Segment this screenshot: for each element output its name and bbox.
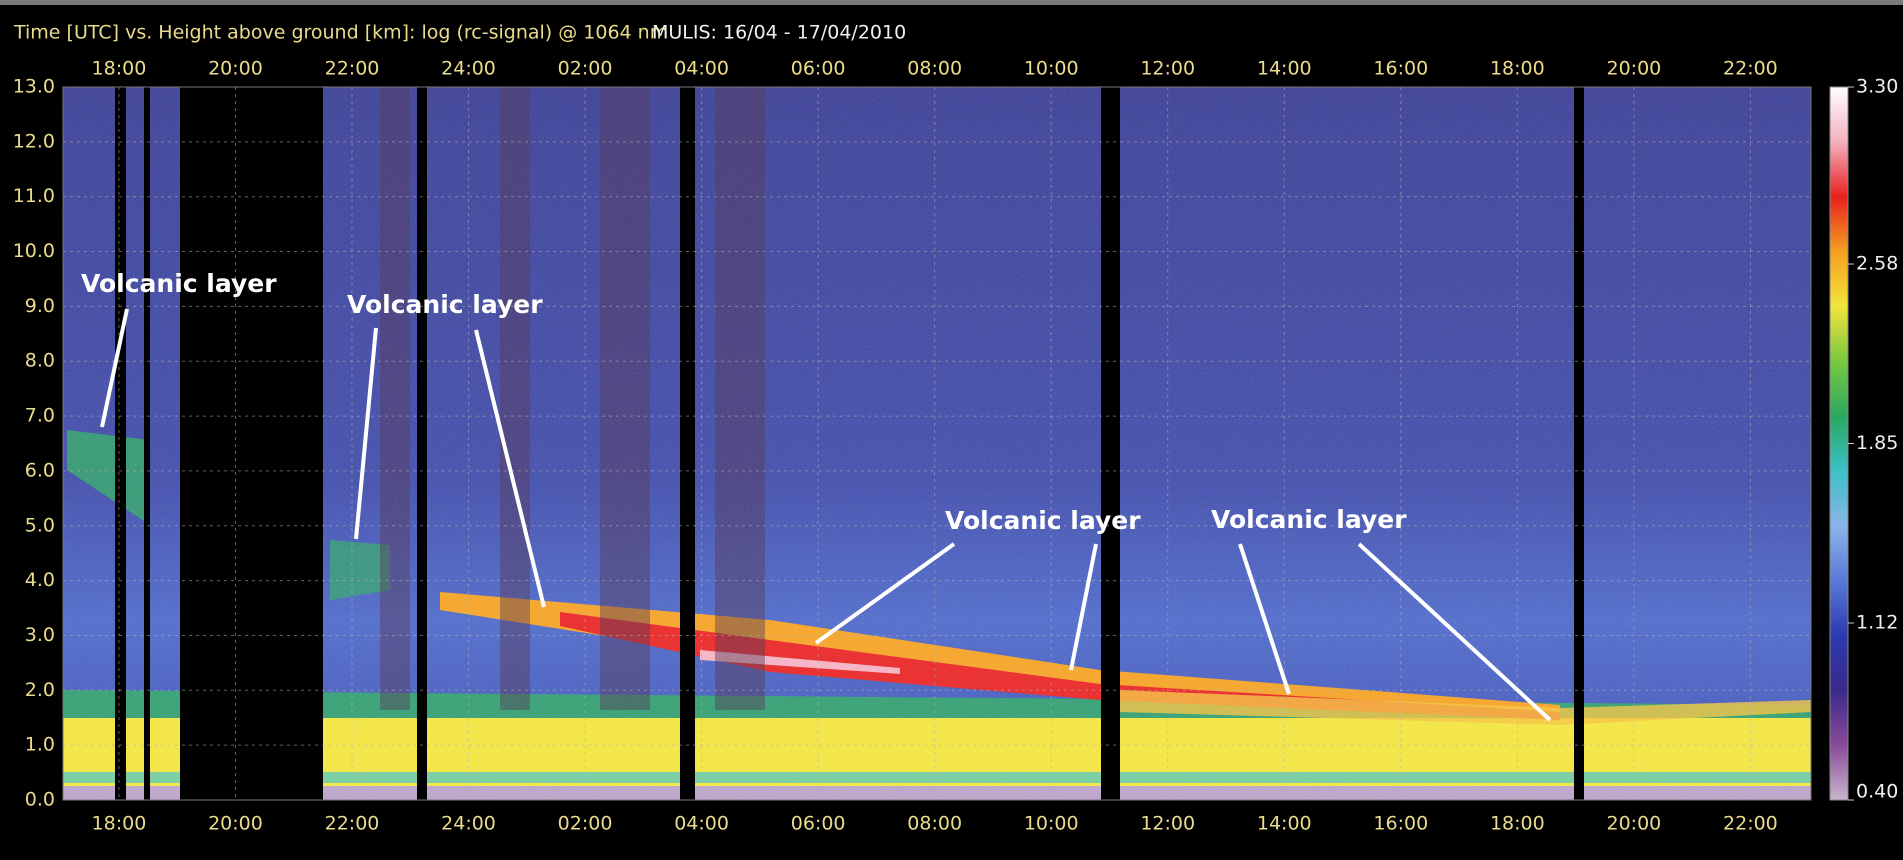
x-tick-label-top: 20:00 [1606, 58, 1661, 80]
x-tick-label-top: 24:00 [441, 58, 496, 80]
x-tick-label: 18:00 [1490, 813, 1545, 835]
x-tick-label: 24:00 [441, 813, 496, 835]
y-tick-label: 12.0 [13, 130, 55, 152]
x-tick-label: 10:00 [1024, 813, 1079, 835]
x-tick-label-top: 06:00 [791, 58, 846, 80]
x-tick-label-top: 10:00 [1024, 58, 1079, 80]
data-gap [680, 87, 695, 800]
annotation-arrow [1069, 543, 1098, 671]
y-tick-label: 1.0 [25, 734, 55, 756]
x-tick-label-top: 12:00 [1140, 58, 1195, 80]
y-tick-label: 9.0 [25, 295, 55, 317]
y-tick-label: 7.0 [25, 405, 55, 427]
colorbar-tick-label: 3.30 [1856, 76, 1898, 98]
noise [63, 87, 1811, 800]
annotation: Volcanic layer [81, 269, 277, 298]
data-gap [115, 87, 126, 800]
data-gap [1101, 87, 1120, 800]
x-tick-label: 12:00 [1140, 813, 1195, 835]
chart-subtitle: MULIS: 16/04 - 17/04/2010 [652, 22, 906, 44]
x-tick-label: 04:00 [674, 813, 729, 835]
x-tick-label-top: 08:00 [907, 58, 962, 80]
annotation-arrow [474, 329, 546, 608]
y-tick-label: 8.0 [25, 350, 55, 372]
annotation: Volcanic layer [945, 506, 1141, 535]
colorbar-tick-label: 1.85 [1856, 432, 1898, 454]
y-tick-label: 10.0 [13, 240, 55, 262]
x-tick-label-top: 14:00 [1257, 58, 1312, 80]
colorbar [1829, 86, 1849, 801]
y-tick-label: 0.0 [25, 789, 55, 811]
data-gap [1574, 87, 1584, 800]
plot-frame [62, 86, 1812, 801]
data-gap [180, 87, 323, 800]
y-tick-label: 13.0 [13, 76, 55, 98]
y-tick-label: 4.0 [25, 569, 55, 591]
x-tick-label: 08:00 [907, 813, 962, 835]
y-tick-label: 2.0 [25, 679, 55, 701]
y-tick-label: 6.0 [25, 459, 55, 481]
data-gap [144, 87, 150, 800]
colorbar-tick-label: 1.12 [1856, 611, 1898, 633]
annotation-arrow [1238, 543, 1291, 695]
annotation-arrow [354, 327, 378, 540]
x-tick-label-top: 16:00 [1373, 58, 1428, 80]
annotation: Volcanic layer [347, 290, 543, 319]
x-tick-label-top: 20:00 [208, 58, 263, 80]
x-tick-label-top: 22:00 [325, 58, 380, 80]
x-tick-label: 16:00 [1373, 813, 1428, 835]
x-tick-label: 06:00 [791, 813, 846, 835]
x-tick-label-top: 18:00 [92, 58, 147, 80]
x-tick-label-top: 02:00 [558, 58, 613, 80]
x-tick-label: 18:00 [92, 813, 147, 835]
colorbar-tick-label: 2.58 [1856, 253, 1898, 275]
x-tick-label: 20:00 [1606, 813, 1661, 835]
x-tick-label-top: 22:00 [1723, 58, 1778, 80]
y-tick-label: 5.0 [25, 514, 55, 536]
annotation: Volcanic layer [1211, 505, 1407, 534]
plot-area [63, 87, 1811, 800]
x-tick-label: 20:00 [208, 813, 263, 835]
x-tick-label-top: 18:00 [1490, 58, 1545, 80]
data-gap [417, 87, 427, 800]
colorbar-tick-label: 0.40 [1856, 781, 1898, 803]
x-tick-label: 02:00 [558, 813, 613, 835]
x-tick-label: 22:00 [1723, 813, 1778, 835]
top-bar [0, 0, 1903, 5]
x-tick-label-top: 04:00 [674, 58, 729, 80]
y-tick-label: 3.0 [25, 624, 55, 646]
annotation-arrow [1357, 542, 1552, 722]
annotation-arrow [100, 308, 129, 428]
chart-title: Time [UTC] vs. Height above ground [km]:… [13, 22, 668, 44]
y-tick-label: 11.0 [13, 185, 55, 207]
x-tick-label: 14:00 [1257, 813, 1312, 835]
x-tick-label: 22:00 [325, 813, 380, 835]
annotation-arrow [814, 542, 956, 645]
